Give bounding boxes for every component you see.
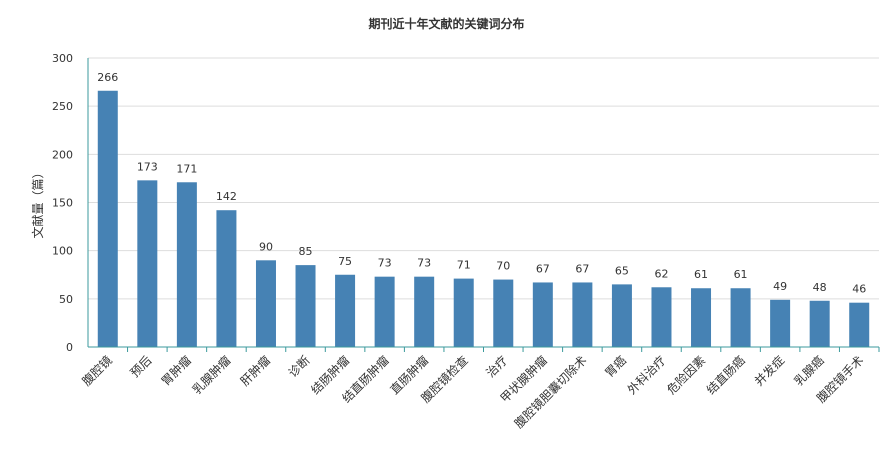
x-tick-label: 乳腺癌 [791,353,827,389]
bar[interactable] [611,284,632,347]
bar[interactable] [532,282,553,347]
data-label: 49 [773,280,787,293]
x-tick-label: 腹腔镜 [79,353,115,389]
grid-lines [88,57,879,300]
bar[interactable] [730,288,751,347]
data-label: 73 [378,257,392,270]
y-tick-label: 300 [52,52,73,65]
y-tick-label: 150 [52,197,73,210]
bar[interactable] [137,180,158,347]
bar[interactable] [809,300,830,347]
data-label: 70 [496,260,510,273]
data-label: 71 [457,259,471,272]
y-axis: 0 50 100 150 200 250 300 文献量（篇） [30,52,89,354]
x-tick-label: 胃癌 [601,353,629,381]
data-labels: 266 173 171 142 90 85 75 73 73 71 70 67 67 65 62 61 61 49… [97,71,866,296]
bars [97,90,870,348]
bar[interactable] [493,279,514,347]
bar[interactable] [374,276,395,347]
data-label: 61 [734,268,748,281]
data-label: 142 [216,190,237,203]
y-axis-label: 文献量（篇） [30,166,45,238]
bar[interactable] [295,265,316,347]
bar[interactable] [849,302,870,347]
data-label: 62 [654,267,668,280]
x-tick-label: 乳腺肿瘤 [189,353,234,398]
data-label: 173 [137,160,158,173]
bar[interactable] [651,287,672,347]
x-tick-label: 诊断 [285,353,313,381]
x-tick-label: 预后 [128,353,155,380]
x-tick-label: 肝肿瘤 [237,353,273,389]
y-tick-label: 100 [52,245,73,258]
bar[interactable] [770,299,791,347]
x-tick-label: 腹腔镜胆囊切除术 [511,353,589,431]
data-label: 90 [259,240,273,253]
data-label: 73 [417,257,431,270]
bar[interactable] [176,182,197,347]
bar[interactable] [97,90,118,348]
bar[interactable] [255,260,276,347]
y-tick-label: 200 [52,148,73,161]
x-tick-label: 治疗 [484,353,511,380]
data-label: 85 [299,245,313,258]
chart-title: 期刊近十年文献的关键词分布 [368,17,525,31]
x-tick-label: 危险因素 [664,353,709,398]
data-label: 65 [615,264,629,277]
y-tick-label: 250 [52,100,73,113]
bar[interactable] [572,282,593,347]
data-label: 75 [338,255,352,268]
data-label: 61 [694,268,708,281]
data-label: 48 [813,281,827,294]
x-tick-label: 外科治疗 [625,353,669,397]
x-tick-label: 并发症 [751,353,787,389]
bar[interactable] [691,288,712,347]
data-label: 46 [852,283,866,296]
bar[interactable] [216,210,237,347]
x-tick-label: 结直肠癌 [703,353,748,398]
bar[interactable] [414,276,435,347]
bar[interactable] [453,278,474,347]
y-tick-label: 0 [66,341,73,354]
bar[interactable] [335,274,356,347]
data-label: 67 [575,262,589,275]
data-label: 266 [97,71,118,84]
data-label: 171 [176,162,197,175]
data-label: 67 [536,262,550,275]
y-tick-label: 50 [59,293,73,306]
x-tick-label: 胃肿瘤 [158,353,194,389]
